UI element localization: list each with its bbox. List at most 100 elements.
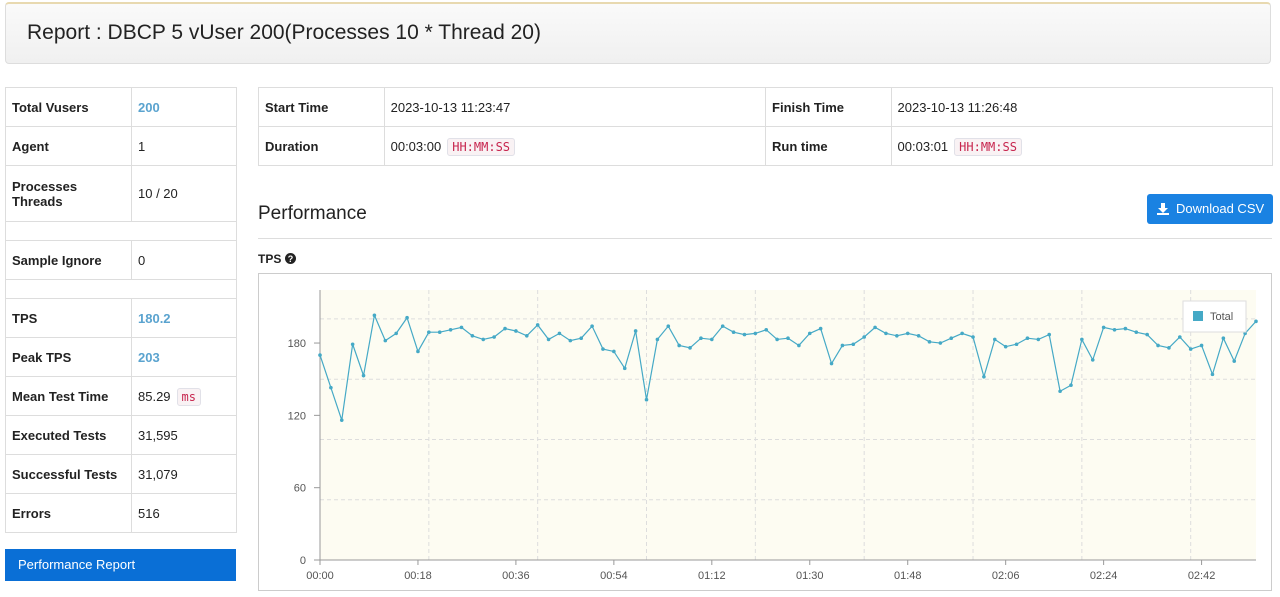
data-point — [818, 326, 823, 331]
data-point — [916, 334, 921, 338]
row-value: 85.29 ms — [131, 376, 237, 416]
info-value: 00:03:00 HH:MM:SS — [383, 126, 767, 166]
value-text: 200 — [138, 99, 160, 115]
summary-row: Executed Tests 31,595 — [5, 415, 237, 455]
data-point — [992, 337, 997, 342]
data-point — [1167, 346, 1171, 350]
data-point — [960, 331, 964, 336]
data-point — [764, 327, 769, 332]
data-point — [753, 331, 758, 336]
row-label: Sample Ignore — [5, 240, 132, 280]
data-point — [873, 325, 877, 330]
info-label: Run time — [765, 126, 892, 166]
data-point — [1003, 344, 1008, 349]
data-point — [1101, 325, 1106, 330]
data-point — [797, 343, 801, 348]
info-row: Duration 00:03:00 HH:MM:SS Run time 00:03:01… — [258, 126, 1274, 166]
data-point — [1036, 337, 1041, 342]
data-point — [1210, 372, 1215, 377]
x-tick-label: 01:30 — [796, 570, 824, 582]
data-point — [481, 337, 486, 342]
x-tick-label: 01:12 — [698, 570, 726, 582]
data-point — [1178, 335, 1182, 339]
data-point — [437, 330, 442, 334]
value-text: 2023-10-13 11:23:47 — [390, 99, 511, 115]
summary-row: Errors 516 — [5, 493, 237, 533]
data-point — [448, 327, 453, 332]
data-point — [557, 331, 562, 336]
data-point — [1025, 336, 1030, 341]
data-point — [1123, 326, 1128, 331]
data-point — [459, 325, 464, 330]
data-point — [1188, 347, 1193, 351]
download-csv-button[interactable]: Download CSV — [1147, 194, 1273, 224]
x-tick-label: 00:18 — [404, 570, 432, 582]
data-point — [372, 313, 377, 318]
download-icon — [1157, 203, 1169, 215]
row-label: Total Vusers — [5, 87, 132, 127]
row-value: 0 — [131, 240, 237, 280]
spacer — [5, 221, 237, 241]
spacer-row — [5, 221, 237, 241]
x-tick-label: 01:48 — [894, 570, 922, 582]
data-point — [895, 334, 899, 338]
data-point — [1221, 336, 1226, 341]
svg-text:?: ? — [287, 254, 293, 264]
tps-chart: 0 60 120 180 00:00 00:18 00:36 00:54 01:12 01:30 0… — [258, 273, 1272, 591]
data-point — [394, 331, 398, 336]
info-table: Start Time 2023-10-13 11:23:47 Finish Time… — [258, 87, 1274, 166]
x-tick-label: 02:42 — [1188, 570, 1216, 582]
data-point — [1134, 330, 1139, 334]
row-label-line: Threads — [12, 193, 63, 209]
data-point — [1199, 343, 1204, 348]
section-title: Performance — [258, 203, 367, 224]
data-point — [982, 374, 986, 379]
summary-row: TPS 180.2 — [5, 298, 237, 338]
data-point — [503, 326, 507, 331]
data-point — [470, 334, 475, 338]
data-point — [535, 323, 540, 327]
row-label: Successful Tests — [5, 454, 132, 494]
plot-area — [320, 290, 1256, 560]
summary-row: Agent 1 — [5, 126, 237, 166]
data-point — [775, 337, 779, 342]
unit-badge: ms — [176, 387, 201, 406]
data-point — [492, 335, 496, 339]
x-tick-label: 00:00 — [306, 570, 334, 582]
legend-swatch — [1193, 311, 1203, 321]
data-point — [601, 347, 605, 351]
spacer-row — [5, 279, 237, 299]
data-point — [524, 334, 529, 338]
value-text: 0 — [138, 252, 146, 268]
row-value: 203 — [131, 337, 237, 377]
summary-table: Total Vusers 200 Agent 1 Processes Threads 10 … — [5, 87, 237, 533]
data-point — [1058, 389, 1062, 394]
data-point — [688, 346, 692, 350]
row-label: Agent — [5, 126, 132, 166]
summary-row: Total Vusers 200 — [5, 87, 237, 127]
x-tick-label: 02:24 — [1090, 570, 1118, 582]
row-label: Processes Threads — [5, 165, 132, 222]
performance-report-button[interactable]: Performance Report — [5, 549, 236, 581]
y-tick-label: 60 — [294, 483, 306, 495]
data-point — [383, 338, 388, 343]
row-label: Peak TPS — [5, 337, 132, 377]
download-label: Download CSV — [1176, 201, 1265, 216]
data-point — [579, 336, 584, 341]
row-label-line: Processes — [12, 178, 78, 194]
spacer — [5, 279, 237, 299]
row-label: Errors — [5, 493, 132, 533]
data-point — [677, 343, 681, 348]
value-text: 2023-10-13 11:26:48 — [897, 99, 1018, 115]
y-tick-label: 120 — [288, 410, 306, 422]
data-point — [1112, 327, 1117, 332]
data-point — [807, 331, 812, 336]
data-point — [905, 331, 910, 336]
value-text: 203 — [138, 349, 160, 365]
help-icon[interactable]: ? — [284, 253, 296, 264]
value-text: 1 — [138, 138, 146, 154]
x-tick-label: 00:54 — [600, 570, 628, 582]
row-value: 31,595 — [131, 415, 237, 455]
data-point — [840, 343, 845, 348]
data-point — [829, 361, 834, 366]
